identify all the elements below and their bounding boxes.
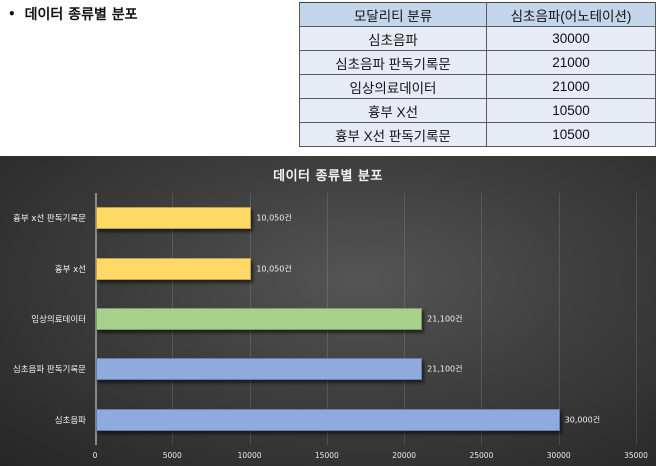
bar bbox=[96, 308, 423, 330]
bar bbox=[96, 257, 252, 280]
chart-title: 데이터 종류별 분포 bbox=[273, 169, 383, 184]
x-tick-label: 25000 bbox=[469, 451, 494, 460]
gridline bbox=[558, 193, 560, 445]
cell-modality: 심초음파 판독기록문 bbox=[299, 50, 487, 75]
gridline bbox=[636, 193, 637, 445]
cell-count: 21000 bbox=[486, 50, 656, 75]
bar bbox=[96, 207, 252, 230]
x-tick-label: 35000 bbox=[624, 451, 648, 460]
category-label: 임상의료데이터 bbox=[31, 315, 86, 325]
cell-modality: 흉부 X선 판독기록문 bbox=[299, 122, 487, 147]
x-tick-label: 5000 bbox=[162, 451, 182, 460]
bullet-icon: • bbox=[8, 7, 16, 21]
x-tick-label: 20000 bbox=[392, 451, 417, 460]
x-tick-label: 10000 bbox=[237, 451, 262, 460]
modality-summary-table: 모달리티 분류 심초음파(어노테이션) 심초음파 30000 심초음파 판독기록… bbox=[299, 2, 656, 147]
plot-area bbox=[95, 193, 637, 445]
cell-count: 30000 bbox=[486, 26, 656, 51]
cell-modality: 심초음파 bbox=[299, 26, 487, 51]
table-row: 흉부 X선 판독기록문 10500 bbox=[299, 122, 656, 147]
cell-modality: 흉부 X선 bbox=[299, 98, 487, 123]
bar-value-label: 30,000건 bbox=[564, 415, 601, 425]
category-label: 심초음파 bbox=[54, 415, 86, 426]
bar bbox=[96, 358, 423, 381]
category-label: 흉부 x선 판독기록문 bbox=[13, 214, 86, 225]
category-label: 흉부 x선 bbox=[54, 264, 86, 275]
cell-count: 21000 bbox=[486, 74, 656, 99]
bar-chart: 데이터 종류별 분포 0 5000 10000 15000 20000 25000 3000… bbox=[0, 156, 656, 466]
cell-count: 10500 bbox=[486, 98, 656, 123]
cell-count: 10500 bbox=[486, 122, 656, 147]
section-title: 데이터 종류별 분포 bbox=[24, 7, 138, 23]
x-tick-label: 0 bbox=[92, 451, 98, 460]
bar-value-label: 10,050건 bbox=[256, 264, 292, 274]
table-row: 심초음파 30000 bbox=[299, 26, 656, 51]
bar-value-label: 10,050건 bbox=[256, 213, 292, 223]
table-row: 흉부 X선 10500 bbox=[299, 98, 656, 123]
cell-modality: 임상의료데이터 bbox=[299, 74, 487, 99]
category-label: 심초음파 판독기록문 bbox=[12, 365, 86, 376]
table-row: 심초음파 판독기록문 21000 bbox=[299, 50, 656, 75]
x-tick-label: 15000 bbox=[314, 451, 339, 460]
table-header-row: 모달리티 분류 심초음파(어노테이션) bbox=[299, 2, 656, 27]
bar bbox=[96, 408, 560, 431]
bar-value-label: 21,100건 bbox=[427, 364, 463, 374]
column-header-modality: 모달리티 분류 bbox=[299, 2, 487, 27]
bar-value-label: 21,100건 bbox=[427, 314, 463, 324]
x-tick-label: 30000 bbox=[546, 451, 571, 460]
table-row: 임상의료데이터 21000 bbox=[299, 74, 656, 99]
column-header-count: 심초음파(어노테이션) bbox=[486, 2, 656, 27]
gridline bbox=[481, 193, 483, 445]
section-heading: • 데이터 종류별 분포 bbox=[8, 4, 137, 24]
